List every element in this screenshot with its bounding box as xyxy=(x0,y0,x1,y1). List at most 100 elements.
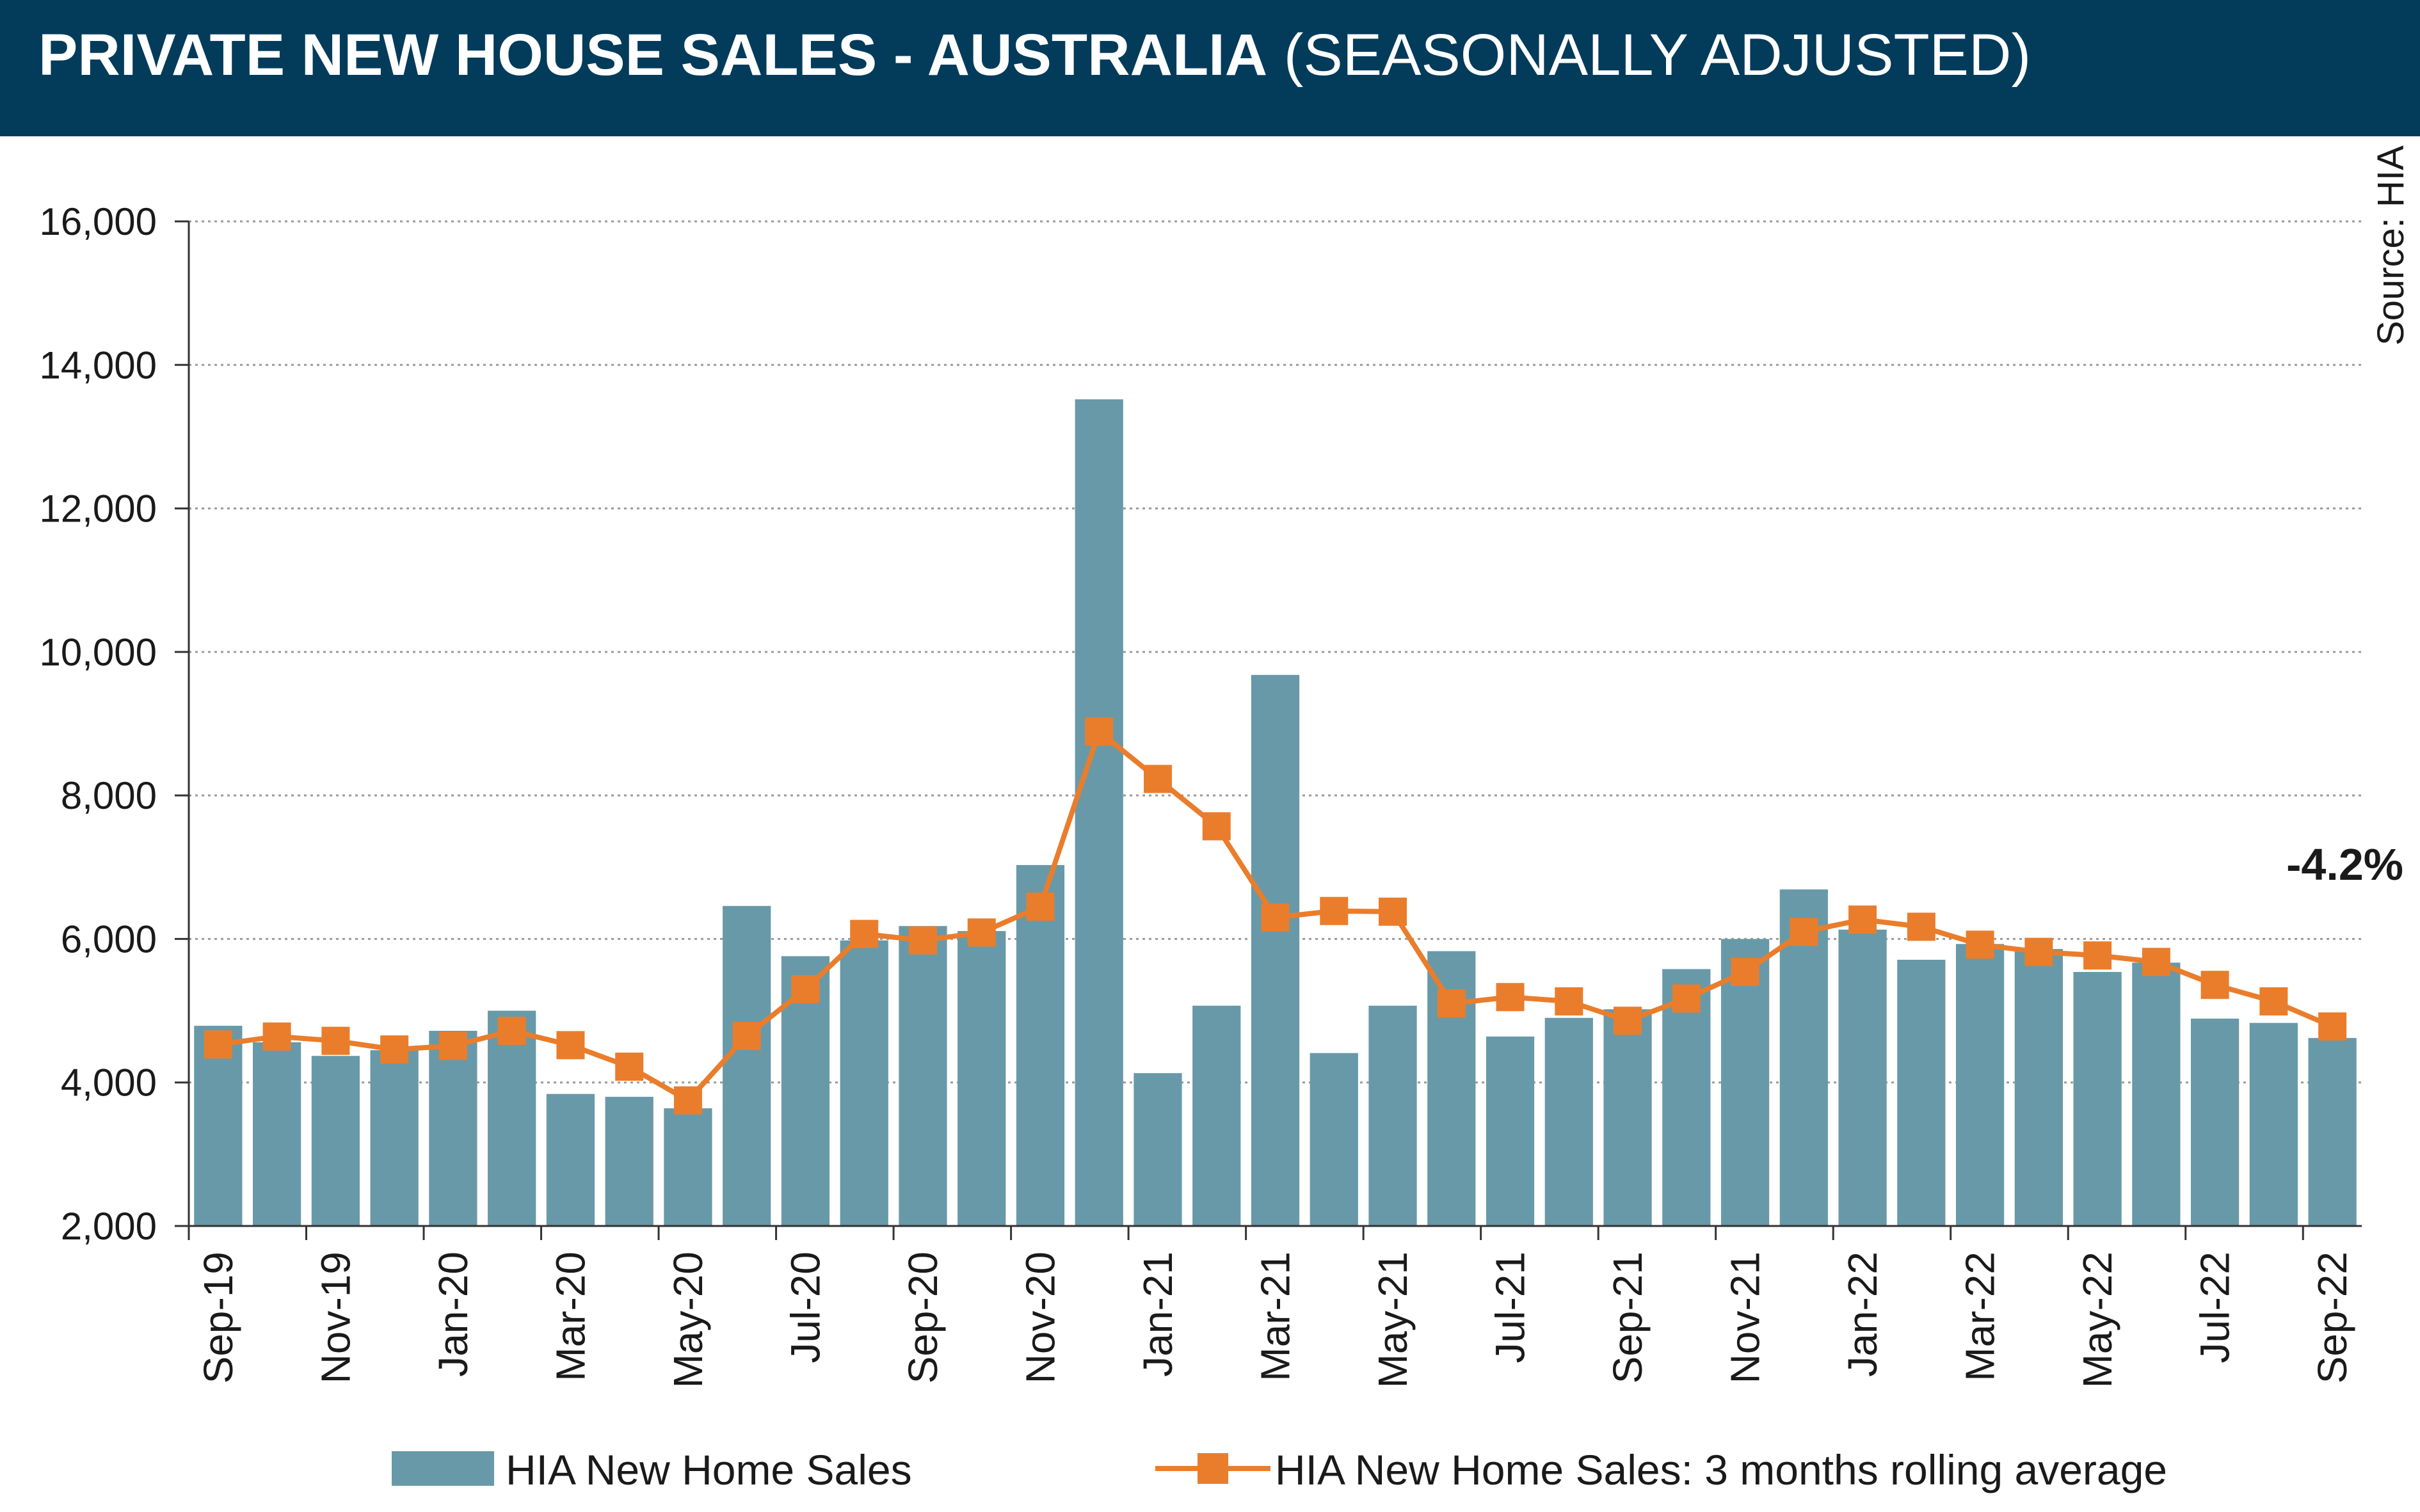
avg-marker-Jan-22 xyxy=(1848,905,1877,934)
chart-title: PRIVATE NEW HOUSE SALES - AUSTRALIA (SEA… xyxy=(38,22,2031,89)
y-tick-label: 4,000 xyxy=(61,1062,157,1104)
avg-marker-Aug-22 xyxy=(2259,987,2288,1015)
x-tick-label: Sep-19 xyxy=(195,1252,241,1383)
bar-May-20 xyxy=(664,1108,712,1226)
avg-marker-Jul-21 xyxy=(1496,983,1525,1012)
bar-Feb-21 xyxy=(1192,1005,1241,1226)
x-tick-label: Mar-21 xyxy=(1253,1252,1299,1381)
avg-marker-Jun-20 xyxy=(732,1021,761,1050)
avg-marker-Mar-22 xyxy=(1966,930,1994,959)
x-tick-label: Mar-20 xyxy=(547,1252,593,1381)
avg-marker-Feb-20 xyxy=(497,1016,526,1045)
change-annotation: -4.2% xyxy=(2286,840,2403,889)
bar-series xyxy=(194,399,2357,1226)
x-tick-label: Jul-21 xyxy=(1487,1252,1534,1363)
bar-Aug-20 xyxy=(840,940,888,1226)
avg-marker-Apr-21 xyxy=(1320,896,1349,925)
avg-marker-Jun-21 xyxy=(1437,989,1466,1018)
avg-marker-Aug-21 xyxy=(1555,987,1583,1015)
avg-marker-Jan-20 xyxy=(438,1031,467,1060)
avg-marker-Nov-19 xyxy=(321,1026,350,1055)
x-tick-label: Jan-21 xyxy=(1135,1252,1181,1377)
avg-marker-Jun-22 xyxy=(2142,948,2170,976)
bar-Sep-19 xyxy=(194,1026,243,1226)
bar-Nov-20 xyxy=(1016,864,1065,1226)
avg-marker-Jan-21 xyxy=(1143,765,1172,793)
legend-bar-label: HIA New Home Sales xyxy=(506,1446,912,1493)
bar-Jun-22 xyxy=(2132,962,2181,1226)
bar-Oct-19 xyxy=(253,1042,301,1226)
bar-Apr-20 xyxy=(605,1097,653,1226)
avg-marker-Sep-21 xyxy=(1614,1007,1642,1035)
bar-Jan-21 xyxy=(1134,1073,1182,1226)
x-tick-label: Mar-22 xyxy=(1957,1252,2003,1381)
avg-marker-Oct-20 xyxy=(967,918,996,947)
y-tick-label: 14,000 xyxy=(39,344,157,386)
y-tick-label: 6,000 xyxy=(61,918,157,960)
x-tick-label: Jan-20 xyxy=(430,1252,476,1377)
avg-marker-May-20 xyxy=(673,1086,702,1115)
avg-marker-Oct-21 xyxy=(1672,984,1701,1013)
avg-marker-Apr-20 xyxy=(615,1053,644,1081)
bar-Mar-21 xyxy=(1251,674,1300,1226)
avg-marker-Dec-20 xyxy=(1085,717,1114,746)
y-tick-label: 12,000 xyxy=(39,488,157,530)
avg-marker-Nov-20 xyxy=(1026,892,1055,921)
bar-Nov-21 xyxy=(1720,939,1770,1226)
rolling-average-series xyxy=(204,717,2347,1115)
chart-title-qualifier: (SEASONALLY ADJUSTED) xyxy=(1267,22,2031,88)
bar-Mar-22 xyxy=(1955,944,2005,1226)
avg-marker-May-22 xyxy=(2083,941,2112,970)
avg-marker-Sep-22 xyxy=(2318,1012,2347,1041)
chart-area: 2,000 4,000 6,000 8,000 10,000 12,000 14,000 16… xyxy=(39,145,2412,1493)
y-tick-label: 8,000 xyxy=(61,774,157,817)
title-bar: PRIVATE NEW HOUSE SALES - AUSTRALIA (SEA… xyxy=(0,0,2420,136)
x-tick-label: Sep-22 xyxy=(2309,1252,2355,1383)
bar-Apr-22 xyxy=(2014,949,2063,1226)
legend-line-label: HIA New Home Sales: 3 months rolling ave… xyxy=(1275,1446,2167,1493)
legend: HIA New Home Sales HIA New Home Sales: 3… xyxy=(392,1446,2167,1493)
y-tick-label: 16,000 xyxy=(39,200,157,243)
avg-marker-Apr-22 xyxy=(2024,937,2053,966)
avg-marker-Nov-21 xyxy=(1731,958,1759,987)
avg-marker-Jul-20 xyxy=(791,975,820,1003)
source-label: Source: HIA xyxy=(2370,145,2412,346)
bar-Aug-22 xyxy=(2249,1023,2298,1226)
avg-marker-Feb-21 xyxy=(1202,812,1231,841)
legend-line-marker xyxy=(1198,1453,1228,1484)
bar-Jul-21 xyxy=(1486,1036,1535,1226)
bar-Nov-19 xyxy=(311,1056,360,1226)
bar-Jun-20 xyxy=(723,905,771,1226)
avg-marker-Dec-21 xyxy=(1790,918,1818,946)
x-tick-label: Jan-22 xyxy=(1839,1252,1886,1377)
avg-marker-Sep-20 xyxy=(908,926,937,955)
x-tick-label: Nov-20 xyxy=(1017,1252,1063,1383)
bar-Feb-22 xyxy=(1897,959,1946,1226)
bar-May-22 xyxy=(2073,972,2122,1226)
avg-marker-Sep-19 xyxy=(204,1030,232,1059)
bar-Sep-22 xyxy=(2308,1038,2357,1226)
bar-Mar-20 xyxy=(546,1094,595,1226)
bar-Apr-21 xyxy=(1310,1053,1358,1226)
axes xyxy=(175,220,2362,1240)
x-tick-label: Sep-20 xyxy=(900,1252,946,1383)
bar-Jul-22 xyxy=(2190,1018,2240,1226)
bar-Aug-21 xyxy=(1544,1017,1593,1226)
bar-Dec-19 xyxy=(370,1050,419,1226)
bar-Sep-20 xyxy=(899,926,947,1226)
avg-marker-Aug-20 xyxy=(850,919,879,948)
bar-Jan-22 xyxy=(1838,929,1887,1226)
chart-title-main: PRIVATE NEW HOUSE SALES - AUSTRALIA xyxy=(38,22,1268,88)
avg-marker-Feb-22 xyxy=(1907,912,1935,941)
x-tick-label: Jul-20 xyxy=(782,1252,828,1363)
y-tick-label: 10,000 xyxy=(39,631,157,674)
axis-labels: 2,000 4,000 6,000 8,000 10,000 12,000 14,000 16… xyxy=(39,200,2355,1388)
y-tick-label: 2,000 xyxy=(61,1205,157,1248)
avg-marker-Mar-21 xyxy=(1261,903,1290,932)
x-tick-label: May-20 xyxy=(665,1252,711,1388)
avg-marker-May-21 xyxy=(1379,897,1407,926)
bar-Dec-20 xyxy=(1075,399,1123,1226)
x-tick-label: May-22 xyxy=(2074,1252,2120,1388)
bar-Feb-20 xyxy=(488,1010,536,1226)
x-tick-label: May-21 xyxy=(1370,1252,1416,1388)
